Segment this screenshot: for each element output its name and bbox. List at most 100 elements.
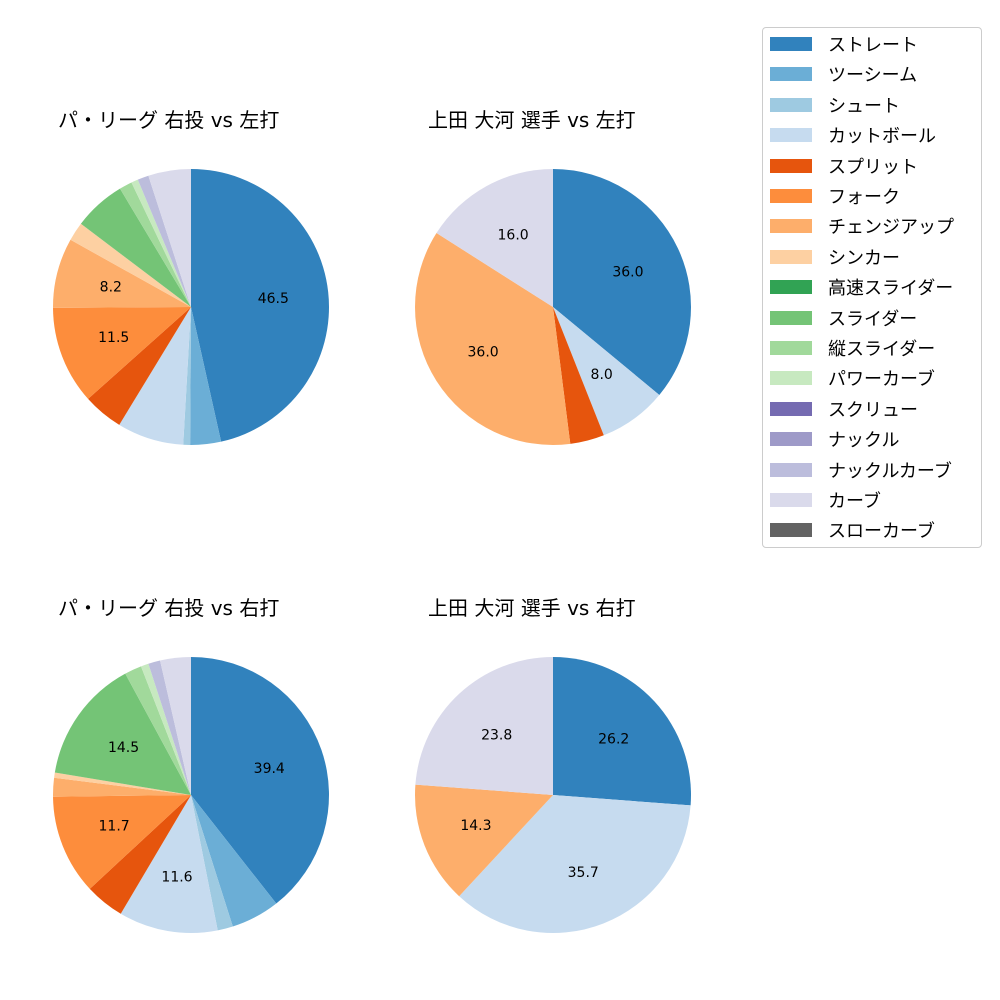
pie-slice <box>131 179 191 307</box>
legend-item: スクリュー <box>770 399 918 421</box>
pie-slice <box>54 772 192 795</box>
legend-label: ナックル <box>828 430 900 452</box>
pie-slice <box>183 307 191 445</box>
legend-item: スローカーブ <box>770 520 935 543</box>
pie-slice <box>70 223 191 307</box>
slice-percent-label: 36.0 <box>612 265 643 281</box>
legend-label: カットボール <box>828 126 936 148</box>
pie-slice <box>137 175 191 307</box>
legend-swatch <box>770 128 812 143</box>
pie-slice <box>120 182 191 307</box>
slice-percent-label: 46.5 <box>258 291 289 307</box>
legend-label: チェンジアップ <box>828 217 954 239</box>
legend-label: スライダー <box>828 308 918 330</box>
pie-pl-rhp-vs-lhb: 46.5 11.5 8.2 <box>53 168 330 446</box>
legend-swatch <box>770 401 812 416</box>
legend-swatch <box>770 493 812 507</box>
legend-swatch <box>770 462 812 477</box>
legend-swatch <box>770 37 812 51</box>
legend-item: パワーカーブ <box>770 368 935 391</box>
legend-swatch <box>770 249 812 264</box>
legend-item: ストレート <box>770 34 918 56</box>
legend-item: ツーシーム <box>770 64 917 86</box>
pie-slice <box>148 660 191 795</box>
slice-percent-label: 14.5 <box>108 740 139 756</box>
pie-slice <box>415 657 553 795</box>
legend-label: パワーカーブ <box>828 369 935 391</box>
legend-label: スプリット <box>828 156 918 178</box>
legend-swatch <box>770 432 812 447</box>
legend-swatch <box>770 523 812 538</box>
legend-swatch <box>770 97 812 112</box>
slice-percent-label: 36.0 <box>468 344 499 360</box>
pie-slice <box>125 666 191 795</box>
legend-label: シュート <box>828 95 900 117</box>
legend-item: スプリット <box>770 156 918 178</box>
pie-slice <box>436 169 553 307</box>
legend-label: スローカーブ <box>828 521 935 543</box>
legend-swatch <box>770 67 812 82</box>
legend-item: シンカー <box>770 247 900 269</box>
legend-label: 縦スライダー <box>828 339 936 360</box>
legend-item: 縦スライダー <box>770 338 936 360</box>
pie-ueda-vs-lhb: 36.0 8.0 36.0 16.0 <box>415 169 691 445</box>
legend-swatch <box>770 219 812 234</box>
legend-label: ストレート <box>828 35 918 56</box>
pie-slice <box>54 673 191 795</box>
pie-slice <box>553 169 691 395</box>
legend-item: シュート <box>770 95 900 117</box>
pie-slice <box>119 307 191 445</box>
legend-item: ナックル <box>770 429 900 452</box>
pie-ueda-vs-rhb: 26.2 35.7 14.3 23.8 <box>414 657 691 933</box>
legend-swatch <box>770 341 812 355</box>
slice-percent-label: 26.2 <box>598 732 629 748</box>
pie-slice <box>141 663 191 795</box>
pie-slice <box>80 188 191 307</box>
slice-percent-label: 35.7 <box>568 865 599 881</box>
pie-slice <box>191 795 277 927</box>
pie-slice <box>191 657 330 904</box>
pie-slice <box>120 795 218 933</box>
legend-item: チェンジアップ <box>770 216 954 239</box>
pie-slice <box>89 795 191 914</box>
legend-swatch <box>770 189 812 203</box>
legend-item: カーブ <box>770 490 881 512</box>
pie-slice <box>553 307 660 436</box>
pie-slice <box>459 795 691 933</box>
slice-percent-label: 8.2 <box>100 279 122 295</box>
pie-slice <box>160 657 191 795</box>
chart-title-ueda-vs-lhb: 上田 大河 選手 vs 左打 <box>428 108 636 132</box>
pie-pl-rhp-vs-rhb: 39.4 11.6 11.7 14.5 <box>52 657 330 933</box>
pie-slice <box>191 168 330 442</box>
pie-slice <box>53 795 191 889</box>
legend: ストレートツーシームシュートカットボール スプリットフォークチェンジアップ シンカー… <box>762 27 982 548</box>
pie-slice <box>88 307 191 425</box>
chart-title-pl-rhp-vs-rhb: パ・リーグ 右投 vs 右打 <box>58 596 280 620</box>
pie-slice <box>52 777 191 797</box>
legend-swatch <box>770 371 812 386</box>
legend-swatch <box>770 158 812 173</box>
legend-swatch <box>770 310 812 325</box>
legend-label: シンカー <box>828 247 900 269</box>
legend-item: 高速スライダー <box>770 277 953 299</box>
slice-percent-label: 11.5 <box>98 330 129 346</box>
slice-percent-label: 14.3 <box>460 818 491 834</box>
chart-title-pl-rhp-vs-lhb: パ・リーグ 右投 vs 左打 <box>58 108 280 132</box>
slice-percent-label: 23.8 <box>481 727 512 743</box>
legend-item: ナックルカーブ <box>770 460 952 482</box>
slice-percent-label: 16.0 <box>498 227 529 243</box>
legend-swatch <box>770 280 812 295</box>
slice-percent-label: 11.6 <box>161 870 192 886</box>
legend-label: カーブ <box>828 491 881 512</box>
pie-slice <box>191 795 233 931</box>
pie-slice <box>53 307 192 399</box>
legend-label: ナックルカーブ <box>828 460 952 482</box>
slice-percent-label: 39.4 <box>254 761 285 777</box>
legend-label: スクリュー <box>828 399 918 421</box>
pie-slice <box>53 239 191 308</box>
pie-slice <box>553 307 604 444</box>
pie-slice <box>190 307 222 446</box>
pie-slice <box>148 169 191 307</box>
legend-item: フォーク <box>770 186 900 208</box>
